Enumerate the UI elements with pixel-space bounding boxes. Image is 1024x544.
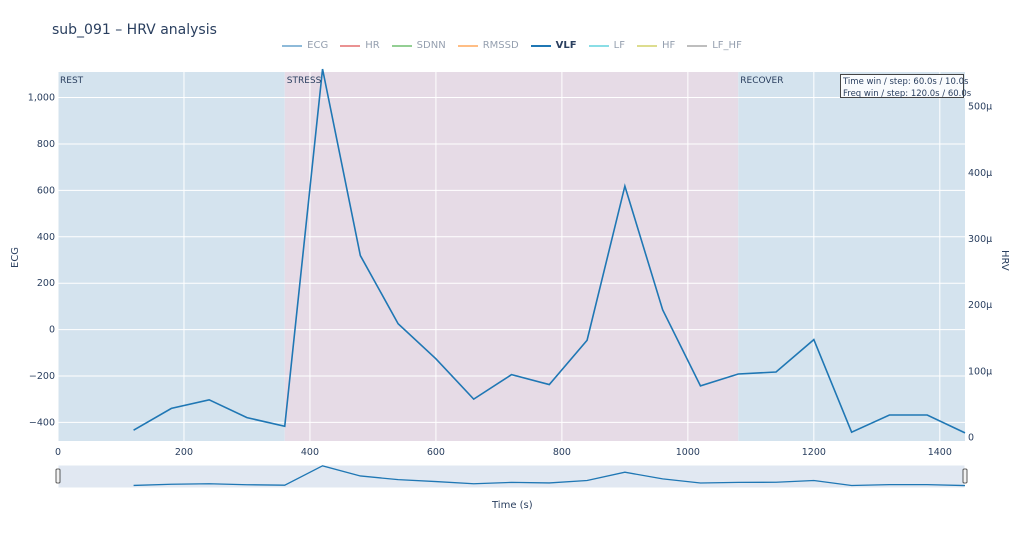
x-tick-label: 400 (301, 447, 319, 458)
legend-swatch (457, 44, 478, 47)
y-left-tick-label: 1,000 (28, 93, 55, 104)
x-tick-label: 1000 (676, 447, 700, 458)
legend-label: HR (365, 40, 380, 51)
y-left-axis-title: ECG (10, 246, 21, 268)
phase-region-rest (58, 72, 285, 441)
range-slider-series (133, 465, 966, 487)
y-right-tick-label: 100μ (968, 366, 992, 377)
legend-swatch (340, 44, 361, 47)
legend-swatch (282, 44, 303, 47)
y-right-tick-label: 500μ (968, 102, 992, 113)
y-left-tick-label: −200 (29, 371, 55, 382)
legend: ECG HR SDNN RMSSD VLF LF HF LF_HF (0, 40, 1024, 51)
freq-window-info: Freq win / step: 120.0s / 60.0s (843, 89, 972, 99)
phase-label-rest: REST (60, 76, 84, 86)
y-left-tick-label: −400 (29, 417, 55, 428)
x-tick-label: 1400 (928, 447, 952, 458)
chart-title: sub_091 – HRV analysis (52, 22, 217, 38)
legend-swatch (391, 44, 412, 47)
phase-region-recover (738, 72, 965, 441)
x-tick-label: 800 (553, 447, 571, 458)
legend-label: ECG (307, 40, 329, 51)
y-left-tick-label: 200 (37, 278, 55, 289)
x-tick-label: 1200 (802, 447, 826, 458)
y-left-tick-label: 600 (37, 185, 55, 196)
phase-region-stress (284, 72, 739, 441)
legend-item-lf-hf[interactable]: LF_HF (687, 40, 742, 51)
legend-item-hf[interactable]: HF (636, 40, 676, 51)
y-right-tick-label: 200μ (968, 300, 992, 311)
x-tick-label: 600 (427, 447, 445, 458)
legend-item-hr[interactable]: HR (340, 40, 380, 51)
legend-label: RMSSD (482, 40, 519, 51)
legend-swatch (636, 44, 657, 47)
legend-item-ecg[interactable]: ECG (282, 40, 328, 51)
range-slider-handle-right[interactable] (962, 468, 968, 484)
legend-item-sdnn[interactable]: SDNN (391, 40, 446, 51)
legend-label: SDNN (416, 40, 446, 51)
y-left-tick-label: 400 (37, 232, 55, 243)
window-info-box: Time win / step: 60.0s / 10.0s Freq win … (840, 74, 972, 99)
time-window-info: Time win / step: 60.0s / 10.0s (843, 77, 969, 87)
legend-swatch (687, 44, 708, 47)
legend-label: LF (613, 40, 625, 51)
legend-item-rmssd[interactable]: RMSSD (457, 40, 519, 51)
legend-swatch (530, 44, 551, 47)
legend-label: HF (661, 40, 676, 51)
legend-swatch (588, 44, 609, 47)
y-right-tick-label: 300μ (968, 234, 992, 245)
phase-label-recover: RECOVER (740, 76, 783, 86)
legend-item-vlf[interactable]: VLF (530, 40, 577, 51)
y-left-tick-label: 0 (49, 325, 55, 336)
y-right-tick-label: 400μ (968, 168, 992, 179)
y-left-tick-label: 800 (37, 139, 55, 150)
x-axis-title: Time (s) (492, 500, 533, 511)
x-tick-label: 0 (55, 447, 61, 458)
x-tick-label: 200 (175, 447, 193, 458)
legend-label: LF_HF (712, 40, 742, 51)
series-line-vlf (133, 68, 966, 434)
range-slider-handle-left[interactable] (55, 468, 61, 484)
phase-label-stress: STRESS (287, 76, 322, 86)
legend-item-lf[interactable]: LF (588, 40, 625, 51)
legend-label: VLF (555, 40, 577, 51)
y-right-tick-label: 0 (968, 432, 974, 443)
y-right-axis-title: HRV (999, 250, 1010, 271)
